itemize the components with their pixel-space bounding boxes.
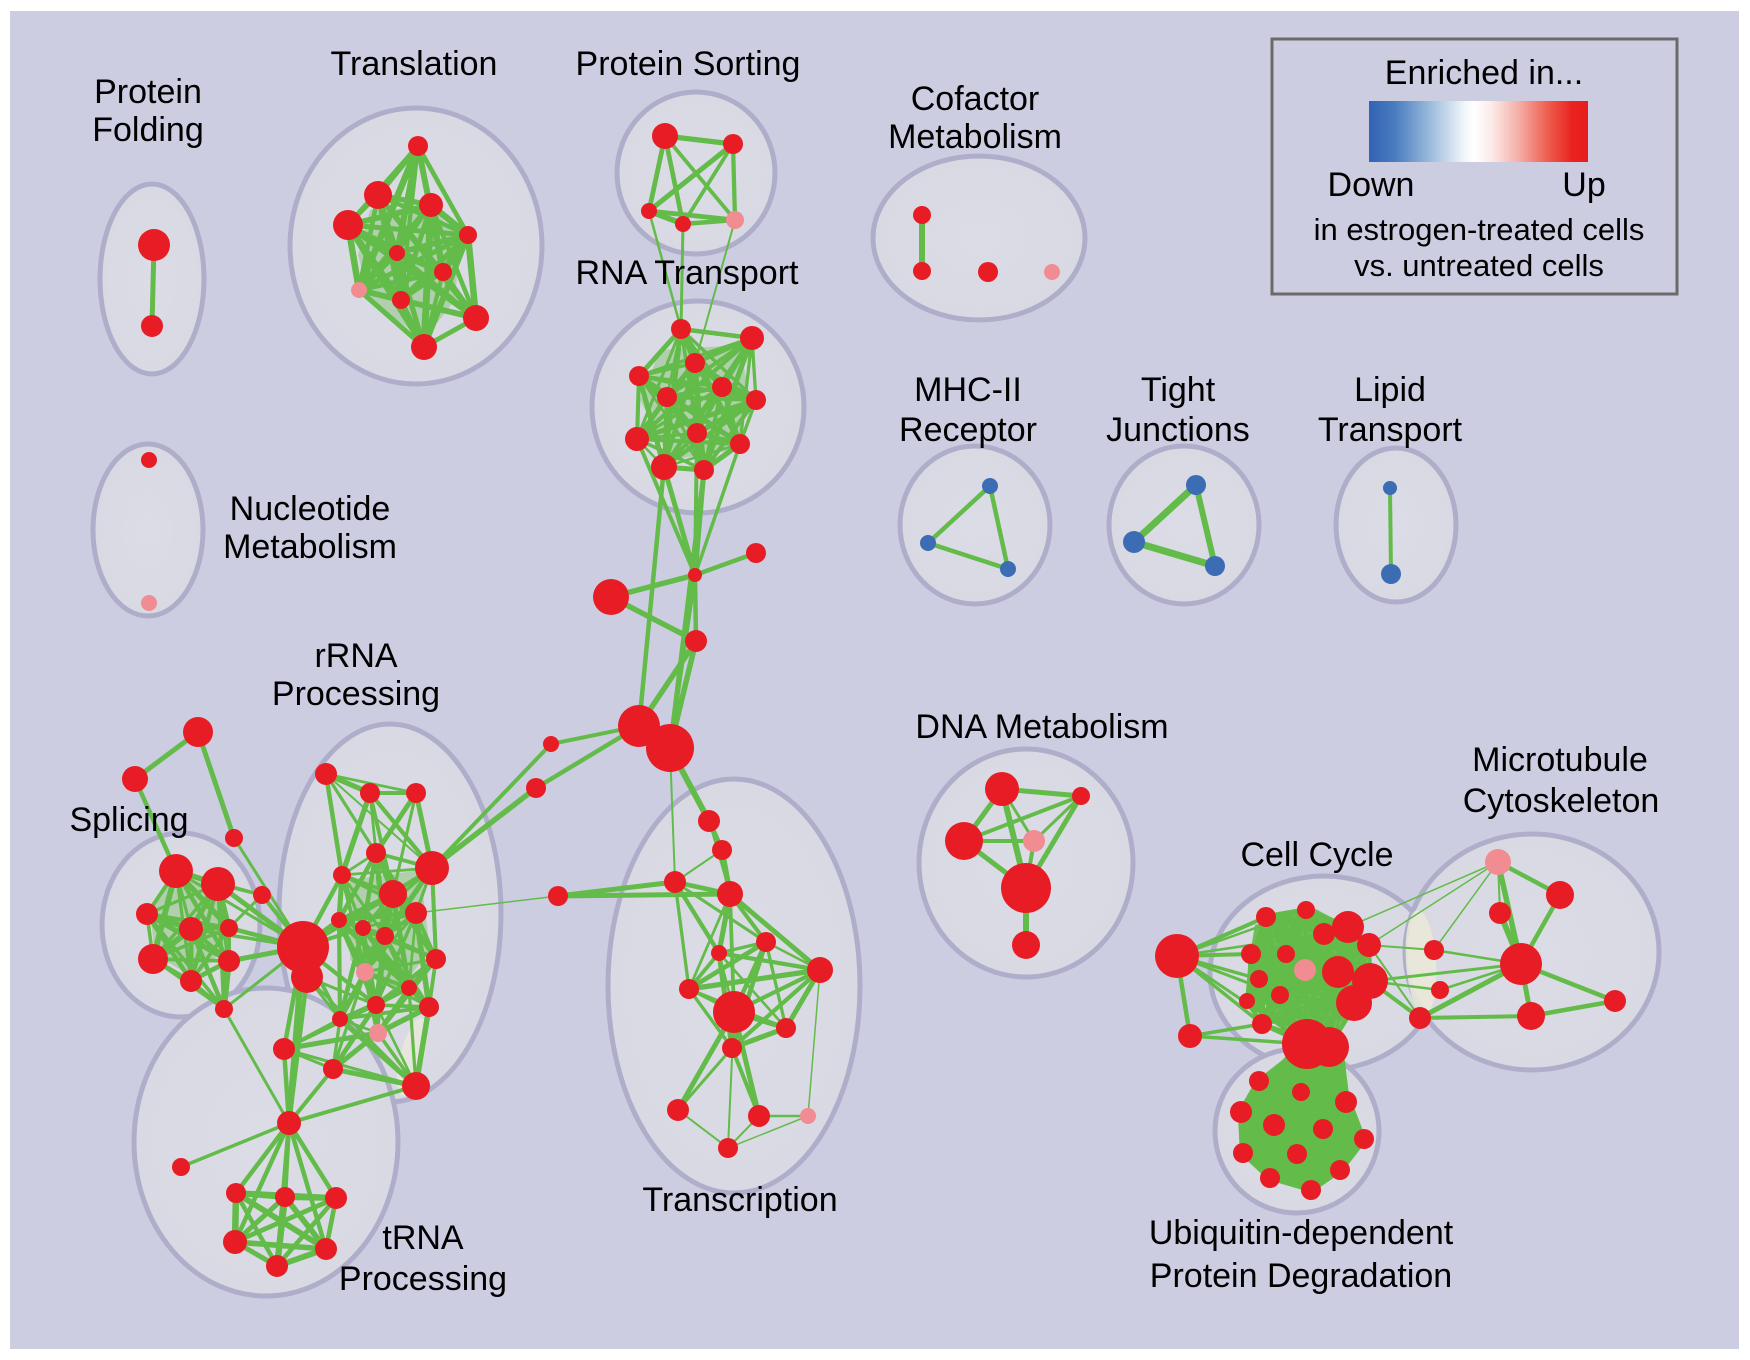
svg-text:Protein Degradation: Protein Degradation (1150, 1257, 1452, 1295)
svg-text:Nucleotide: Nucleotide (230, 490, 391, 528)
svg-text:Up: Up (1562, 166, 1605, 204)
svg-text:Splicing: Splicing (69, 801, 188, 839)
svg-text:Lipid: Lipid (1354, 371, 1426, 409)
svg-text:Folding: Folding (92, 111, 204, 149)
svg-text:Translation: Translation (331, 45, 498, 83)
svg-text:Receptor: Receptor (899, 411, 1037, 449)
svg-text:Metabolism: Metabolism (223, 528, 397, 566)
svg-text:Tight: Tight (1141, 371, 1216, 409)
svg-text:Protein: Protein (94, 73, 202, 111)
svg-text:Processing: Processing (272, 675, 440, 713)
svg-text:Transport: Transport (1318, 411, 1463, 449)
svg-text:Processing: Processing (339, 1260, 507, 1298)
svg-text:Enriched in...: Enriched in... (1385, 54, 1583, 92)
svg-text:Junctions: Junctions (1106, 411, 1250, 449)
svg-text:Ubiquitin-dependent: Ubiquitin-dependent (1149, 1214, 1454, 1252)
svg-text:Cytoskeleton: Cytoskeleton (1463, 782, 1660, 820)
svg-text:Metabolism: Metabolism (888, 118, 1062, 156)
svg-text:tRNA: tRNA (382, 1219, 464, 1257)
svg-text:Microtubule: Microtubule (1472, 741, 1648, 779)
svg-text:vs. untreated cells: vs. untreated cells (1354, 248, 1604, 283)
svg-text:rRNA: rRNA (314, 637, 397, 675)
svg-text:Protein Sorting: Protein Sorting (576, 45, 801, 83)
svg-text:RNA Transport: RNA Transport (576, 254, 800, 292)
svg-text:in estrogen-treated cells: in estrogen-treated cells (1314, 212, 1645, 247)
svg-text:Transcription: Transcription (642, 1181, 837, 1219)
svg-text:Cell Cycle: Cell Cycle (1240, 836, 1393, 874)
svg-text:Down: Down (1328, 166, 1415, 204)
svg-text:DNA Metabolism: DNA Metabolism (915, 708, 1168, 746)
svg-text:Cofactor: Cofactor (911, 80, 1040, 118)
svg-text:MHC-II: MHC-II (914, 371, 1022, 409)
